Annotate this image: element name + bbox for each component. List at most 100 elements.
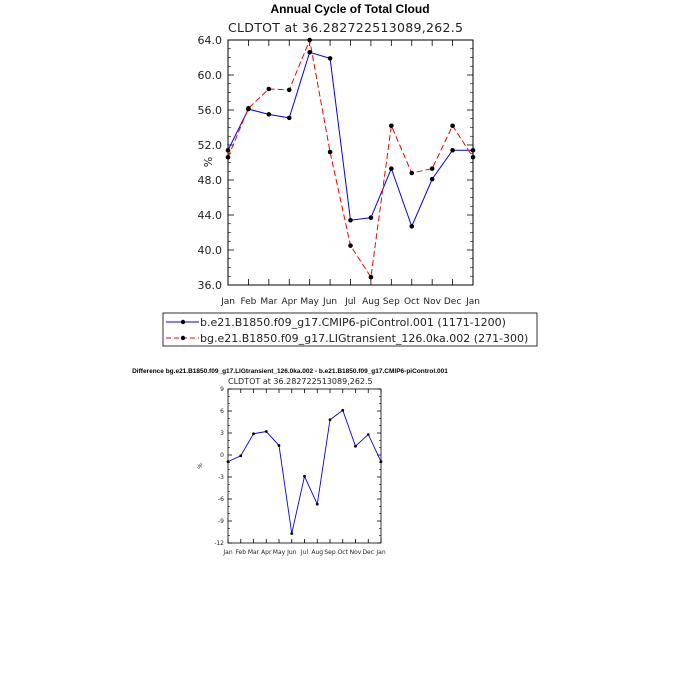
- x-tick-label: Jul: [300, 549, 309, 556]
- difference-chart-subtitle: CLDTOT at 36.282722513089,262.5: [228, 377, 373, 386]
- series-0-point: [389, 166, 394, 171]
- y-tick-label: 40.0: [198, 244, 223, 257]
- series-1-point: [327, 149, 333, 155]
- series-line-1: [227, 38, 474, 279]
- legend-frame: [162, 312, 538, 347]
- series-line-0: [227, 51, 473, 228]
- x-tick-label: Jun: [286, 549, 297, 556]
- legend-marker-lig: [180, 335, 186, 341]
- series-1-point: [368, 274, 374, 280]
- x-tick-label: Feb: [235, 549, 246, 556]
- difference-y-tick-labels: -12 -9 -6 -3 0 3 6 9: [214, 386, 224, 547]
- series-1-point: [389, 123, 394, 129]
- series-0-point: [470, 147, 476, 153]
- x-tick-label: Nov: [423, 297, 441, 307]
- series-1-point: [348, 243, 353, 248]
- series-1-point: [266, 86, 272, 92]
- difference-plot-frame: [227, 388, 382, 544]
- main-x-tick-labels: Jan Feb Mar Apr May Jun Jul Aug Sep Oct Nov Dec Jan: [220, 297, 480, 307]
- series-1-point: [286, 87, 292, 93]
- difference-series-group: [226, 408, 383, 535]
- series-line-0: [227, 409, 382, 534]
- y-tick-label: -3: [218, 474, 224, 481]
- main-series-group: [225, 37, 476, 280]
- series-1-point: [307, 37, 312, 43]
- series-0-point: [277, 444, 281, 447]
- x-tick-label: Mar: [248, 549, 260, 556]
- series-0-point: [226, 460, 230, 463]
- x-tick-label: Apr: [281, 297, 297, 307]
- x-tick-label: Oct: [404, 297, 420, 307]
- y-tick-label: 3: [220, 430, 224, 437]
- y-tick-label: 44.0: [198, 209, 223, 222]
- y-tick-label: 60.0: [198, 69, 223, 82]
- main-y-axis-label: %: [202, 157, 215, 167]
- difference-y-axis-label: %: [197, 463, 204, 469]
- y-tick-label: 36.0: [198, 279, 223, 292]
- difference-x-tick-labels: Jan Feb Mar Apr May Jun Jul Aug Sep Oct Nov Dec Jan: [222, 549, 385, 556]
- x-tick-label: Sep: [324, 549, 336, 556]
- main-y-tick-labels: 36.0 40.0 44.0 48.0 52.0 56.0 60.0 64.0: [198, 34, 223, 292]
- series-1-point: [429, 166, 435, 171]
- x-tick-label: Jan: [222, 549, 232, 556]
- difference-chart-title: Difference bg.e21.B1850.f09_g17.LIGtrans…: [132, 368, 448, 375]
- x-tick-label: Feb: [240, 297, 256, 307]
- y-tick-label: -12: [214, 540, 224, 547]
- series-0-point: [307, 49, 312, 55]
- y-tick-label: -6: [218, 496, 224, 503]
- series-1-point: [225, 154, 231, 160]
- x-tick-label: Aug: [362, 297, 380, 307]
- series-0-point: [328, 418, 332, 422]
- main-axis-ticks: [227, 39, 474, 286]
- series-0-point: [225, 147, 231, 153]
- series-0-point: [379, 460, 383, 463]
- main-chart: Annual Cycle of Total Cloud CLDTOT at 36…: [162, 2, 538, 347]
- y-tick-label: 48.0: [198, 174, 223, 187]
- x-tick-label: May: [273, 549, 286, 556]
- series-0-point: [366, 433, 370, 436]
- series-0-point: [264, 430, 268, 433]
- series-0-point: [303, 474, 306, 478]
- main-chart-title: Annual Cycle of Total Cloud: [270, 2, 429, 16]
- series-0-point: [429, 176, 435, 182]
- series-0-point: [286, 115, 292, 121]
- x-tick-label: Sep: [383, 297, 400, 307]
- x-tick-label: Jan: [465, 297, 480, 307]
- series-1-point: [246, 105, 251, 111]
- x-tick-label: Dec: [444, 297, 461, 307]
- legend-label-lig: bg.e21.B1850.f09_g17.LIGtransient_126.0k…: [200, 332, 528, 345]
- difference-chart: Difference bg.e21.B1850.f09_g17.LIGtrans…: [132, 368, 448, 556]
- main-plot-frame: [227, 39, 474, 286]
- x-tick-label: Jan: [220, 297, 235, 307]
- x-tick-label: Jul: [344, 297, 356, 307]
- y-tick-label: 0: [220, 452, 224, 459]
- series-0-point: [341, 408, 345, 412]
- difference-axis-ticks: [227, 388, 382, 544]
- series-0-point: [252, 432, 255, 436]
- series-0-point: [348, 217, 353, 223]
- series-0-point: [327, 56, 333, 61]
- y-tick-label: 52.0: [198, 139, 223, 152]
- series-0-point: [239, 454, 243, 458]
- y-tick-label: 56.0: [198, 104, 223, 117]
- legend: b.e21.B1850.f09_g17.CMIP6-piControl.001 …: [162, 312, 538, 347]
- x-tick-label: Nov: [350, 549, 362, 556]
- series-0-point: [450, 147, 455, 153]
- x-tick-label: Jan: [375, 549, 385, 556]
- series-0-point: [409, 224, 415, 229]
- x-tick-label: Aug: [311, 549, 323, 556]
- y-tick-label: -9: [218, 518, 224, 525]
- series-1-point: [470, 154, 476, 160]
- legend-label-control: b.e21.B1850.f09_g17.CMIP6-piControl.001 …: [200, 316, 506, 329]
- x-tick-label: May: [300, 297, 319, 307]
- series-0-point: [354, 444, 357, 448]
- x-tick-label: Jun: [322, 297, 337, 307]
- x-tick-label: Dec: [362, 549, 374, 556]
- x-tick-label: Apr: [261, 549, 272, 556]
- y-tick-label: 64.0: [198, 34, 223, 47]
- x-tick-label: Oct: [338, 549, 349, 556]
- main-chart-subtitle: CLDTOT at 36.282722513089,262.5: [228, 20, 463, 35]
- series-0-point: [290, 532, 294, 535]
- series-1-point: [409, 170, 415, 176]
- series-0-point: [315, 502, 319, 506]
